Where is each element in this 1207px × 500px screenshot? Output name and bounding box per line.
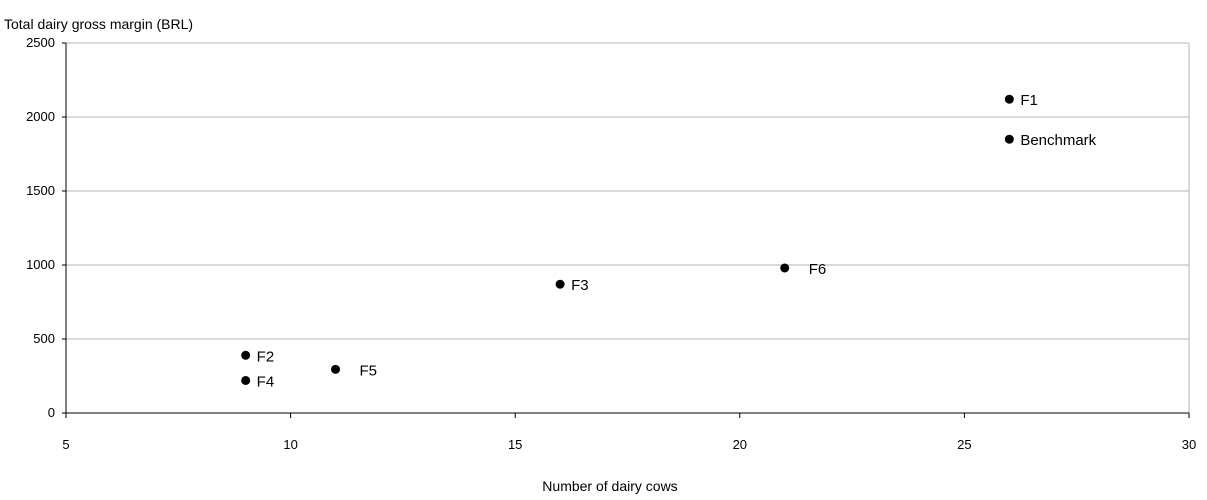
x-tick-label: 30 — [1182, 437, 1196, 452]
data-point — [241, 375, 251, 385]
y-axis-title: Total dairy gross margin (BRL) — [4, 16, 193, 32]
y-tick-label: 1000 — [26, 257, 55, 272]
y-tick-label: 0 — [48, 405, 55, 420]
point-label: F4 — [257, 373, 275, 390]
data-point — [1004, 94, 1014, 104]
point-label: Benchmark — [1020, 132, 1096, 149]
point-label: F5 — [360, 362, 378, 379]
y-tick-label: 2500 — [26, 35, 55, 50]
y-tick-label: 1500 — [26, 183, 55, 198]
data-point — [555, 279, 565, 289]
x-tick-label: 20 — [733, 437, 747, 452]
point-label: F6 — [809, 261, 827, 278]
x-axis-title: Number of dairy cows — [542, 478, 677, 494]
axes — [62, 42, 1190, 418]
x-tick-labels: 5 10 15 20 25 30 — [62, 437, 1196, 452]
data-point — [780, 263, 790, 273]
y-tick-labels: 0 500 1000 1500 2000 2500 — [26, 35, 55, 420]
data-points: F1 Benchmark F2 F3 F4 F5 F6 — [241, 92, 1097, 390]
y-tick-label: 500 — [33, 331, 55, 346]
x-tick-label: 5 — [62, 437, 69, 452]
data-point — [241, 350, 251, 360]
x-tick-label: 10 — [283, 437, 297, 452]
point-label: F1 — [1020, 92, 1038, 109]
x-tick-label: 15 — [508, 437, 522, 452]
data-point — [331, 364, 341, 374]
x-tick-label: 25 — [957, 437, 971, 452]
point-label: F2 — [257, 348, 275, 365]
point-label: F3 — [571, 277, 589, 294]
data-point — [1004, 134, 1014, 144]
y-tick-label: 2000 — [26, 109, 55, 124]
gridlines — [66, 42, 1190, 413]
